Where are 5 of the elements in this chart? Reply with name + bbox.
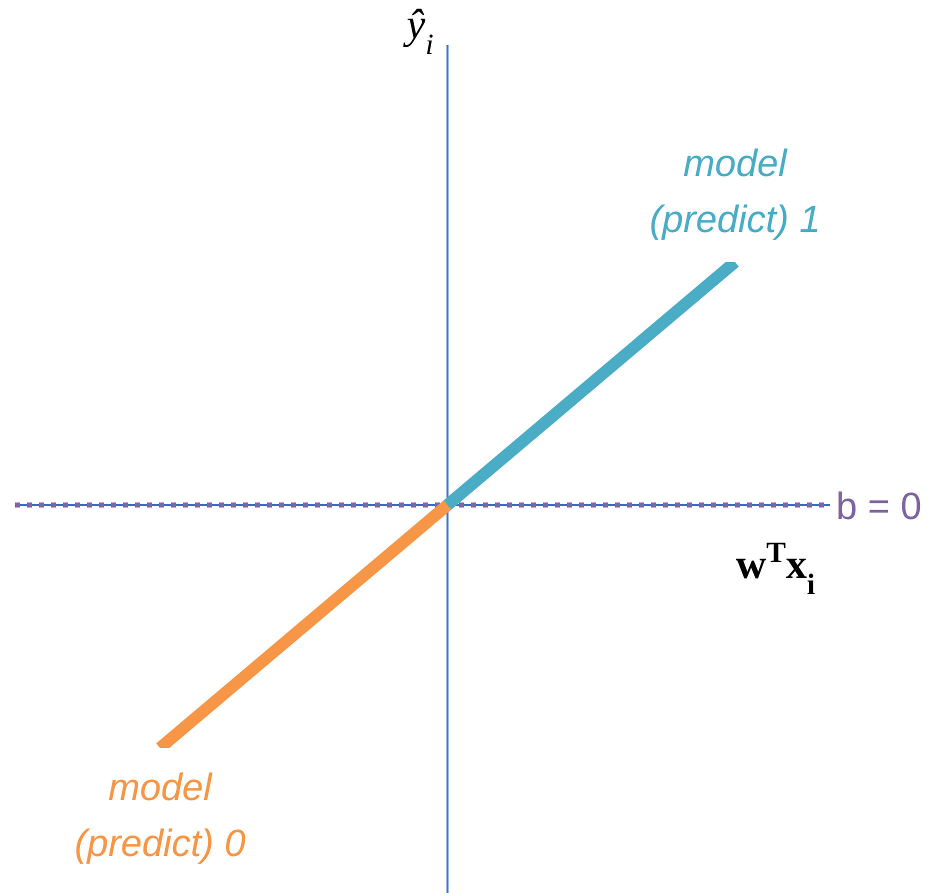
ref-line-label: b = 0 — [836, 486, 922, 528]
y-axis-title: ŷ$_{i}$ — [402, 2, 434, 61]
x-axis-title: w$^{T}$x$_{i}$ — [736, 537, 815, 601]
series-label: model (predict) 0 — [74, 767, 246, 865]
series-label: model (predict) 1 — [649, 143, 821, 241]
